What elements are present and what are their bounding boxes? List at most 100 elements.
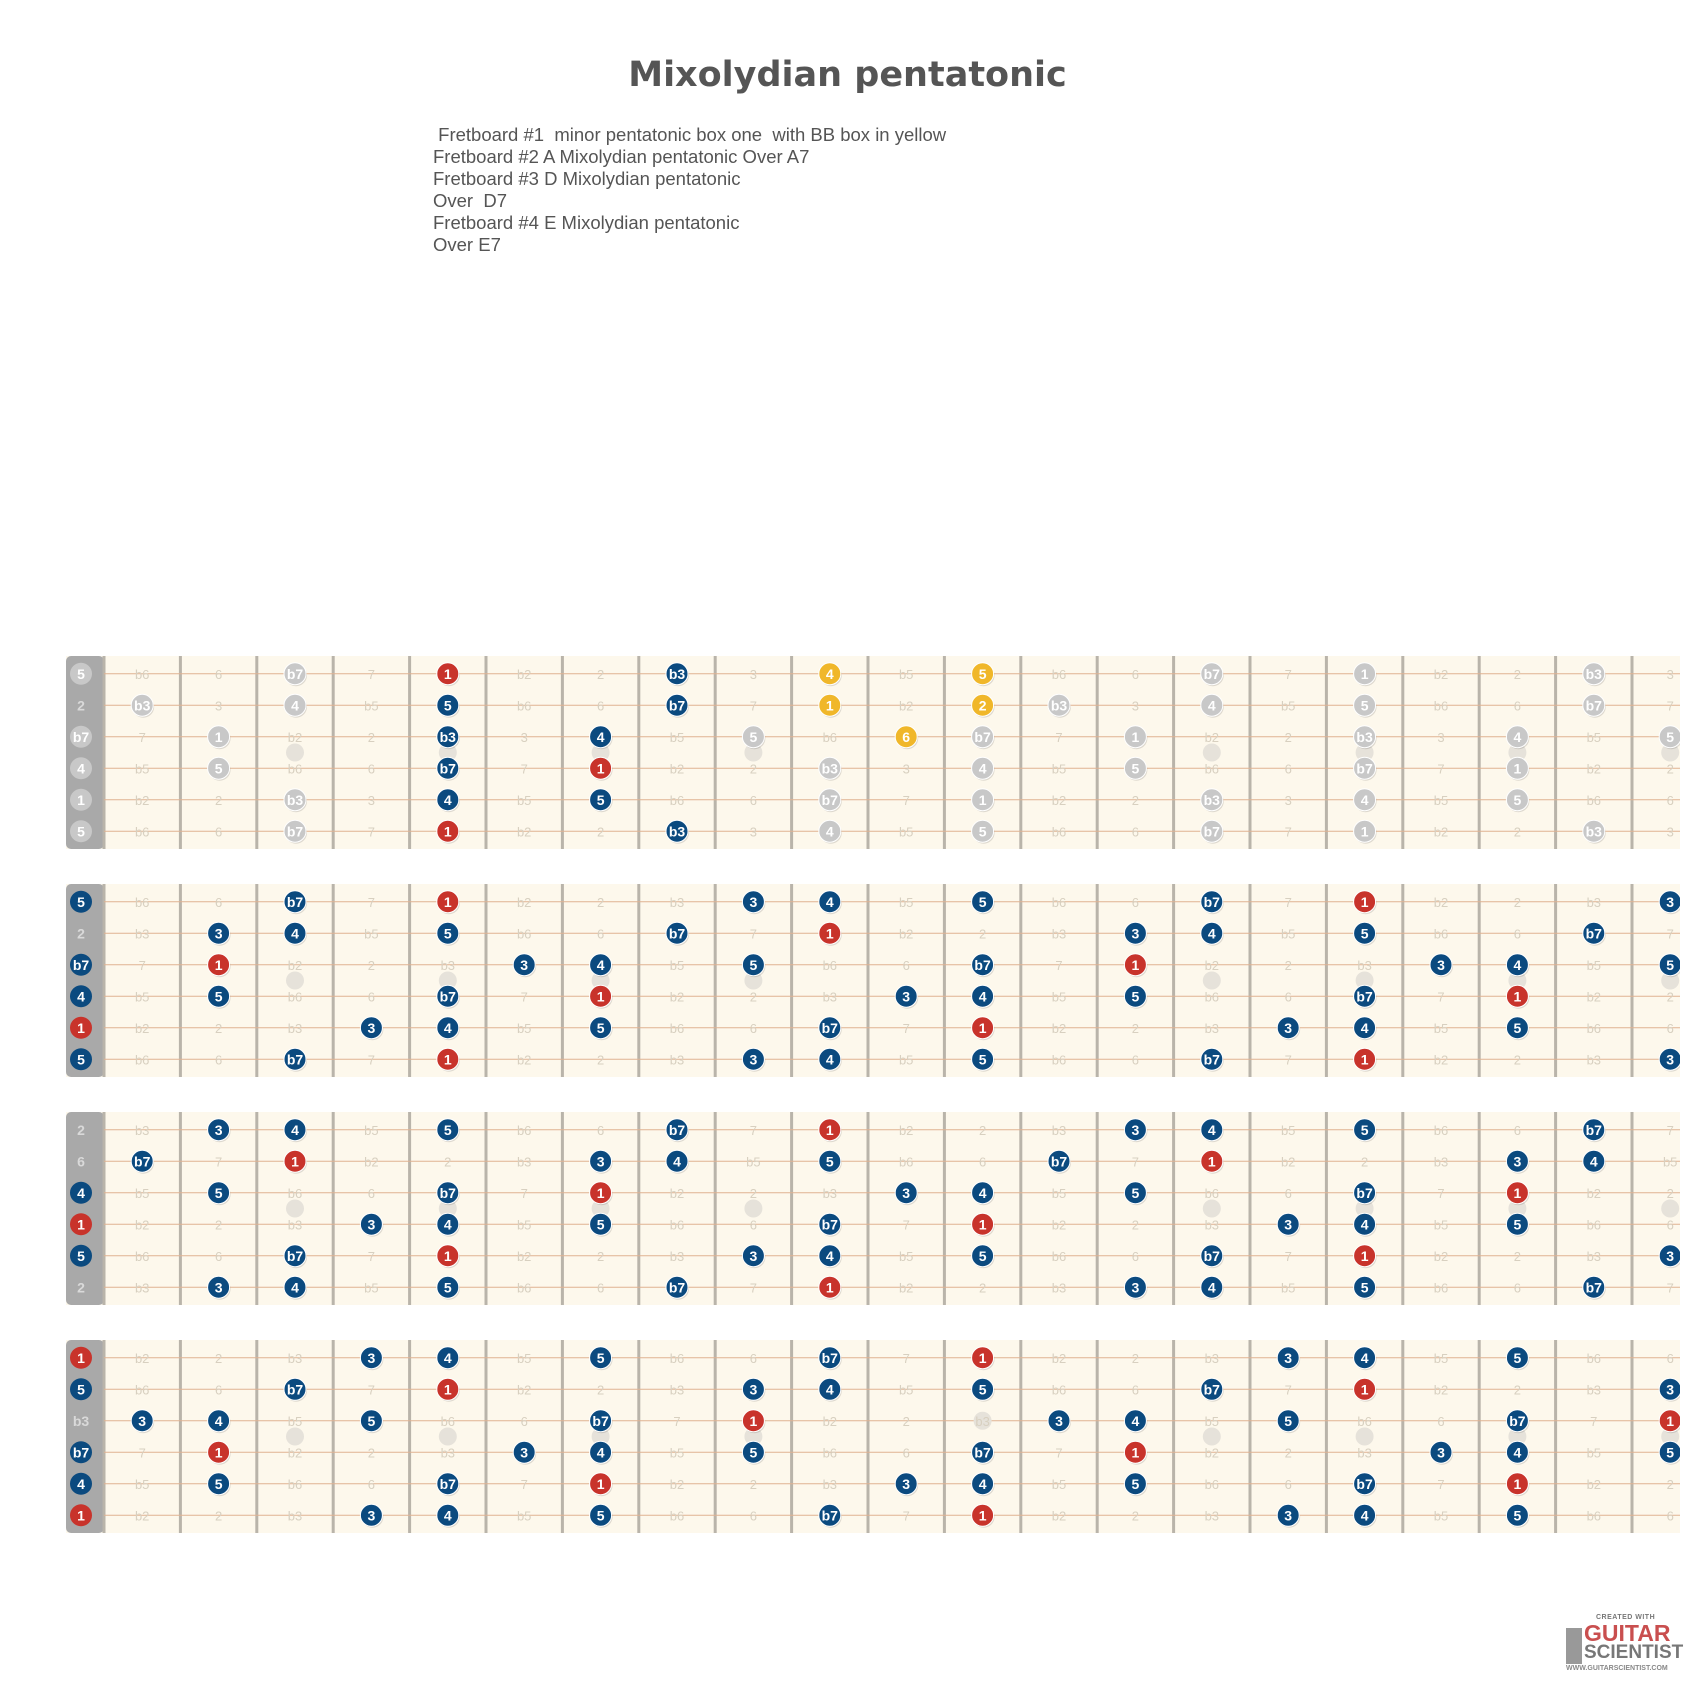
note-label: 5 — [1361, 1122, 1369, 1138]
note-marker — [1123, 921, 1147, 945]
note-label-faint: 7 — [1437, 1186, 1444, 1201]
note-marker — [436, 1472, 460, 1496]
note-label: b7 — [1586, 697, 1603, 713]
note-label: 5 — [1361, 925, 1369, 941]
note-label-faint: 6 — [1667, 793, 1674, 808]
note-marker — [1353, 984, 1377, 1008]
open-string-marker — [70, 1244, 92, 1267]
note-label: 1 — [1132, 729, 1140, 745]
note-marker — [589, 725, 613, 749]
note-label: 1 — [215, 1444, 223, 1460]
fret-wire — [408, 656, 412, 849]
open-string-marker — [70, 1441, 92, 1464]
note-label: 1 — [979, 1020, 987, 1036]
note-marker — [1505, 1503, 1529, 1527]
note-label: b7 — [440, 1476, 457, 1492]
note-label: 5 — [750, 957, 758, 973]
note-marker — [1200, 1275, 1224, 1299]
note-label: 1 — [1514, 1476, 1522, 1492]
note-label: 3 — [1284, 1507, 1292, 1523]
open-string-label: b7 — [73, 729, 90, 745]
note-label: 3 — [902, 988, 910, 1004]
nut — [66, 1112, 104, 1305]
note-marker — [207, 756, 231, 780]
note-label-faint: b6 — [670, 1217, 684, 1232]
note-label-faint: b3 — [288, 1217, 302, 1232]
note-marker — [741, 1047, 765, 1071]
note-label: b7 — [1204, 894, 1221, 910]
note-label: b7 — [974, 957, 991, 973]
fret-wire — [1477, 884, 1481, 1077]
note-label: 4 — [597, 957, 605, 973]
note-label: 3 — [368, 1507, 376, 1523]
note-marker — [1200, 890, 1224, 914]
note-label-faint: 2 — [215, 1508, 222, 1523]
note-label-faint: 7 — [1285, 1052, 1292, 1067]
note-marker — [359, 1016, 383, 1040]
inlay-dot — [744, 971, 763, 990]
note-label: 4 — [1514, 957, 1522, 973]
note-label-faint: 7 — [1285, 667, 1292, 682]
note-label: 5 — [215, 988, 223, 1004]
inlay-dot — [591, 743, 610, 762]
note-label-faint: b3 — [670, 1382, 684, 1397]
note-label-faint: b2 — [517, 895, 531, 910]
note-marker — [436, 1118, 460, 1142]
fret-wire — [102, 656, 106, 849]
nut — [66, 884, 104, 1077]
note-label: 5 — [1284, 1413, 1292, 1429]
note-marker — [1505, 756, 1529, 780]
note-marker — [1353, 1016, 1377, 1040]
note-label-faint: b3 — [1205, 1351, 1219, 1366]
fret-wire — [866, 884, 870, 1077]
note-marker — [1505, 1409, 1529, 1433]
note-marker — [818, 1377, 842, 1401]
note-label-faint: 2 — [215, 1217, 222, 1232]
open-string-marker — [70, 1213, 92, 1236]
note-label-faint: b5 — [517, 1351, 531, 1366]
open-string-label: 5 — [77, 823, 85, 839]
note-marker — [207, 1181, 231, 1205]
note-marker — [1353, 693, 1377, 717]
note-label: 4 — [1208, 925, 1216, 941]
note-marker — [818, 1212, 842, 1236]
note-label: 4 — [826, 1381, 834, 1397]
note-label-faint: b2 — [670, 1186, 684, 1201]
note-label-faint: b5 — [135, 1186, 149, 1201]
note-marker — [1353, 1212, 1377, 1236]
note-label: 1 — [1361, 1051, 1369, 1067]
description-line: Over E7 — [433, 234, 501, 255]
note-label-faint: b5 — [1663, 1154, 1677, 1169]
fret-wire — [1095, 884, 1099, 1077]
note-marker — [818, 1275, 842, 1299]
note-label: 1 — [1361, 1248, 1369, 1264]
note-label: b3 — [822, 760, 839, 776]
note-label-faint: b6 — [135, 895, 149, 910]
fretboard-wood — [66, 884, 1680, 1077]
fretboard-wood — [66, 1112, 1680, 1305]
note-label: 5 — [1132, 760, 1140, 776]
note-label: 5 — [979, 823, 987, 839]
note-label: 5 — [1361, 697, 1369, 713]
note-label-faint: 6 — [597, 926, 604, 941]
note-label-faint: b2 — [1434, 667, 1448, 682]
fret-wire — [1095, 1112, 1099, 1305]
note-label: 5 — [750, 1444, 758, 1460]
note-marker — [1047, 1409, 1071, 1433]
open-string-label: 2 — [77, 925, 85, 941]
note-label: 5 — [979, 1381, 987, 1397]
fret-wire — [1554, 1340, 1558, 1533]
note-label-faint: b2 — [364, 1154, 378, 1169]
note-label-faint: b5 — [364, 1123, 378, 1138]
note-label-faint: b6 — [288, 761, 302, 776]
note-label-faint: b5 — [1434, 1021, 1448, 1036]
fret-wire — [790, 1340, 794, 1533]
note-marker — [589, 1440, 613, 1464]
note-label: 3 — [368, 1020, 376, 1036]
note-marker — [589, 788, 613, 812]
open-string-label: 2 — [77, 1279, 85, 1295]
note-label-faint: b5 — [1281, 1123, 1295, 1138]
note-label-faint: b2 — [1052, 1217, 1066, 1232]
fret-wire — [1477, 1340, 1481, 1533]
note-marker — [1123, 984, 1147, 1008]
